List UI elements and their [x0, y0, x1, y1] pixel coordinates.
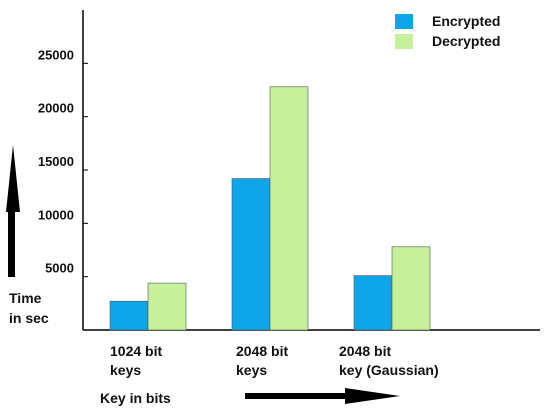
y-axis-label-line1: Time [9, 290, 42, 306]
legend-swatch-encrypted [395, 14, 413, 29]
legend: Encrypted Decrypted [395, 13, 500, 49]
bar-encrypted-2 [353, 275, 393, 331]
legend-label-encrypted: Encrypted [432, 13, 500, 29]
y-tick-label: 10000 [38, 207, 74, 222]
y-axis-label-line2: in sec [9, 310, 49, 326]
bar-encrypted-0 [109, 300, 149, 331]
category-label: 2048 bit [339, 343, 391, 359]
category-label: keys [110, 362, 141, 378]
category-label: 1024 bit [110, 343, 162, 359]
axes [82, 10, 540, 331]
bar-decrypted-1 [269, 86, 309, 331]
y-tick-label: 15000 [38, 154, 74, 169]
y-tick-label: 25000 [38, 47, 74, 62]
category-label: keys [236, 362, 267, 378]
x-axis-arrow-icon [245, 388, 400, 404]
y-tick-label: 20000 [38, 101, 74, 116]
bar-decrypted-2 [391, 246, 431, 331]
category-label: key (Gaussian) [339, 362, 439, 378]
bars [109, 86, 431, 331]
legend-swatch-decrypted [395, 34, 413, 49]
y-tick-label: 5000 [45, 261, 74, 276]
bar-decrypted-0 [147, 282, 187, 331]
category-labels: 1024 bit keys 2048 bit keys 2048 bit key (Gau… [110, 343, 439, 378]
x-axis-label: Key in bits [100, 390, 171, 406]
bar-encrypted-1 [231, 178, 271, 331]
y-ticks: 5000 10000 15000 20000 25000 [38, 47, 88, 278]
category-label: 2048 bit [236, 343, 288, 359]
legend-label-decrypted: Decrypted [432, 33, 500, 49]
y-axis-arrow-icon [6, 145, 20, 277]
